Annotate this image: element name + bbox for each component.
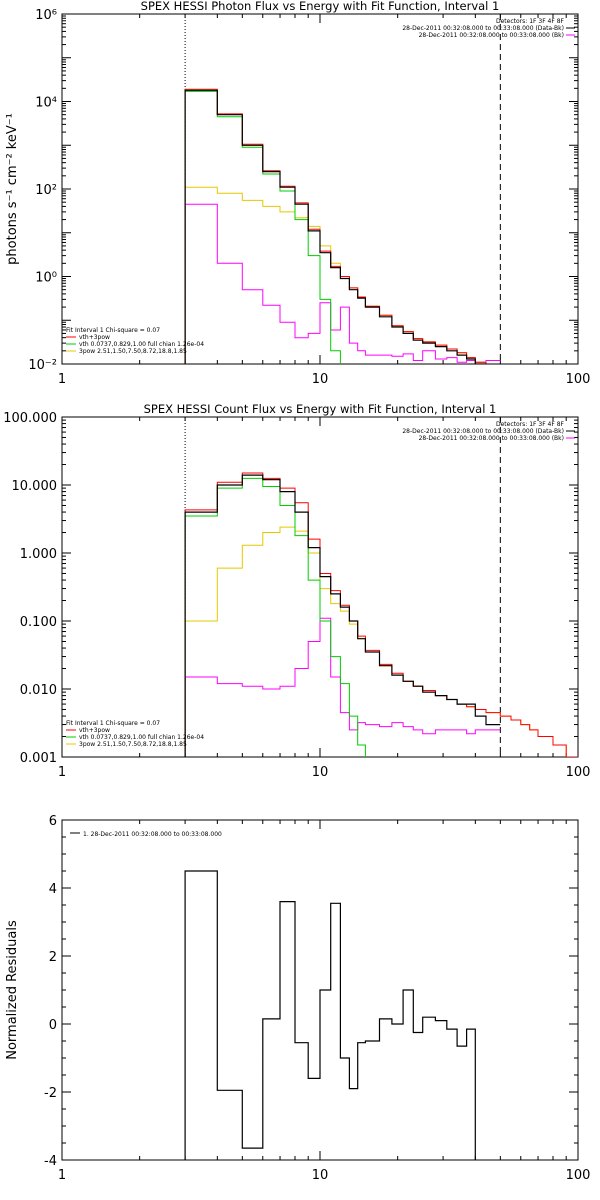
chart-panel-2: SPEX HESSI Count Flux vs Energy with Fit… [3,402,590,780]
series-total_model [184,472,578,757]
y-tick-label: 4 [49,882,57,897]
chart-panel-1: SPEX HESSI Photon Flux vs Energy with Fi… [5,0,590,387]
legend-entry: Detectors: 1F 3F 4F 8F [496,18,565,25]
y-tick-label: 2 [49,950,57,965]
series-background_data [184,617,501,757]
y-tick-label: 10⁻² [28,358,57,373]
series-background_data [184,203,501,364]
y-tick-label: 6 [49,814,57,829]
y-tick-label: 0 [49,1018,57,1033]
y-axis-label: Normalized Residuals [5,920,20,1060]
plot-area [184,14,501,364]
legend-entry: 1. 28-Dec-2011 00:32:08.000 to 00:33:08.… [83,831,222,838]
y-tick-label: 1.000 [20,547,57,562]
y-tick-label: -2 [44,1086,57,1101]
series-data [184,870,476,1160]
legend-entry: 28-Dec-2011 00:32:08.000 to 00:33:08.000… [419,32,564,39]
legend-entry: 3pow 2.51,1.50,7.50,8.72,18.8,1.85 [79,348,187,355]
y-tick-label: 10.000 [12,479,58,494]
y-tick-label: 0.100 [20,615,57,630]
legend-entry: vth+3pow [79,334,110,341]
series-thermal [184,477,366,757]
y-tick-label: 100.000 [3,411,57,426]
x-tick-label: 1 [58,765,66,780]
x-tick-label: 100 [566,765,591,780]
series-data [184,474,501,757]
x-tick-label: 1 [58,372,66,387]
series-total_model [184,88,487,364]
series-thermal [184,90,341,364]
legend-entry: 28-Dec-2011 00:32:08.000 to 00:33:08.000… [419,435,564,442]
x-tick-label: 10 [312,765,329,780]
y-tick-label: 10⁶ [35,8,57,23]
legend-entry: vth 0.0737,0.829,1.00 full chian 1.26e-0… [79,341,204,348]
x-tick-label: 1 [58,1168,66,1183]
legend-entry: vth+3pow [79,727,110,734]
x-tick-label: 10 [312,1168,329,1183]
series-powerlaw [184,186,487,364]
legend-entry: 28-Dec-2011 00:32:08.000 to 00:33:08.000… [402,428,564,435]
y-axis-label: photons s⁻¹ cm⁻² keV⁻¹ [5,113,20,265]
y-tick-label: -4 [44,1154,57,1169]
plot-area [184,417,578,757]
chart-title: SPEX HESSI Photon Flux vs Energy with Fi… [141,0,500,13]
y-tick-label: 0.001 [20,751,57,766]
y-tick-label: 10⁰ [35,271,57,286]
legend-entry: Fit Interval 1 Chi-square = 0.07 [66,720,160,727]
plot-area [184,870,476,1160]
y-tick-label: 10⁴ [35,96,57,111]
x-tick-label: 10 [312,372,329,387]
legend-entry: Detectors: 1F 3F 4F 8F [496,421,565,428]
chart-title: SPEX HESSI Count Flux vs Energy with Fit… [144,402,497,416]
legend-entry: 3pow 2.51,1.50,7.50,8.72,18.8,1.85 [79,741,187,748]
chart-panel-3: 1 10 100 -4 -2 0 2 4 6 Normalized Residuals 1. 28-… [5,814,590,1183]
legend-entry: 28-Dec-2011 00:32:08.000 to 00:33:08.000… [402,25,564,32]
x-tick-label: 100 [566,372,591,387]
series-data [184,89,487,364]
y-tick-label: 10² [35,183,57,198]
legend-entry: vth 0.0737,0.829,1.00 full chian 1.26e-0… [79,734,204,741]
x-tick-label: 100 [566,1168,591,1183]
y-tick-label: 0.010 [20,683,57,698]
legend-entry: Fit Interval 1 Chi-square = 0.07 [66,327,160,334]
